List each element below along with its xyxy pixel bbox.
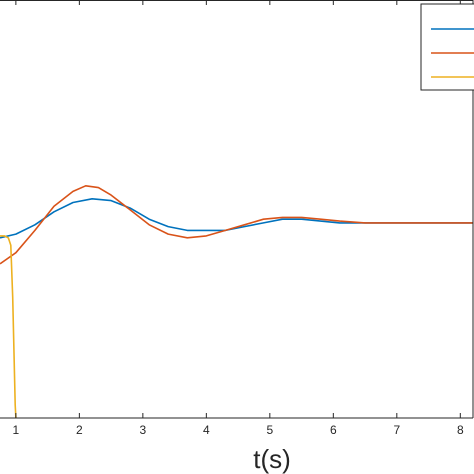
- x-axis-label: t(s): [253, 444, 291, 474]
- x-tick-label: 6: [330, 423, 337, 437]
- x-tick-label: 3: [140, 423, 147, 437]
- legend-box: [420, 3, 474, 91]
- legend: [420, 3, 474, 91]
- x-tick-label: 2: [76, 423, 83, 437]
- series-line-2: [0, 185, 473, 265]
- series-layer: [0, 185, 473, 419]
- x-tick-label: 5: [266, 423, 273, 437]
- series-line-3: [0, 235, 17, 419]
- x-tick-labels: 1 2 3 4 5 6 7 8: [13, 423, 464, 437]
- x-tick-label: 7: [393, 423, 400, 437]
- x-tick-label: 8: [457, 423, 464, 437]
- x-tick-label: 1: [13, 423, 20, 437]
- x-tick-label: 4: [203, 423, 210, 437]
